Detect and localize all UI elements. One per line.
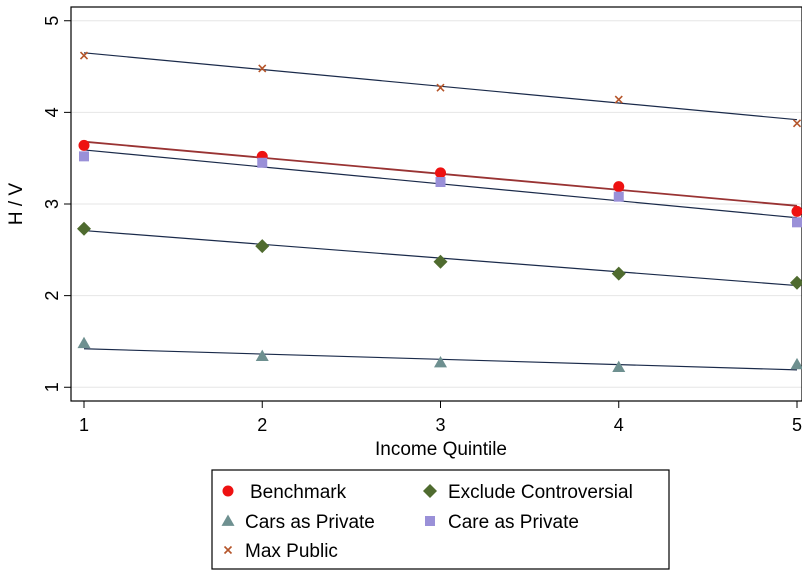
grid-lines (71, 20, 802, 388)
x-tick-label: 2 (257, 415, 267, 435)
x-axis-title: Income Quintile (375, 439, 507, 460)
legend: Benchmark Exclude Controversial Cars as Pr… (211, 469, 670, 570)
point-max-public (614, 95, 623, 104)
y-tick-label: 2 (42, 291, 62, 301)
point-max-public (79, 51, 89, 60)
point-care-as-private (435, 177, 446, 188)
point-cars-as-private (77, 336, 91, 349)
point-benchmark (78, 139, 90, 151)
x-axis: 1 2 3 4 5 (79, 401, 802, 435)
y-tick-label: 4 (42, 107, 62, 117)
legend-label-max-public: Max Public (245, 541, 338, 562)
point-cars-as-private (255, 349, 269, 361)
legend-marker-benchmark (222, 485, 234, 497)
y-tick-label: 3 (42, 199, 62, 209)
legend-label-exclude-controversial: Exclude Controversial (448, 482, 633, 503)
legend-marker-exclude-controversial (423, 484, 437, 498)
y-axis: 1 2 3 4 5 (42, 16, 71, 392)
x-tick-label: 1 (79, 415, 89, 435)
point-care-as-private (792, 217, 802, 228)
y-axis-title: H / V (6, 183, 27, 226)
x-tick-label: 4 (614, 415, 624, 435)
point-benchmark (613, 181, 625, 193)
point-max-public (258, 64, 267, 73)
point-cars-as-private (790, 357, 802, 370)
legend-label-benchmark: Benchmark (250, 482, 347, 503)
point-exclude-controversial (611, 266, 626, 281)
point-exclude-controversial (255, 239, 270, 254)
point-cars-as-private (612, 360, 626, 372)
x-tick-label: 5 (792, 415, 802, 435)
legend-label-cars-as-private: Cars as Private (245, 512, 375, 533)
point-care-as-private (257, 157, 268, 168)
fit-lines (83, 52, 798, 371)
point-care-as-private (79, 151, 89, 162)
point-care-as-private (613, 191, 624, 202)
y-tick-label: 5 (42, 16, 62, 26)
point-max-public (792, 119, 802, 128)
point-exclude-controversial (433, 254, 448, 269)
legend-frame (211, 469, 670, 570)
point-benchmark (435, 167, 446, 179)
legend-marker-care-as-private (425, 516, 435, 526)
point-exclude-controversial (790, 275, 802, 290)
fit-line-max-public (83, 52, 798, 121)
point-exclude-controversial (77, 221, 91, 236)
point-cars-as-private (434, 356, 447, 368)
legend-marker-cars-as-private (221, 514, 235, 526)
x-tick-label: 3 (435, 415, 445, 435)
legend-marker-max-public (223, 545, 233, 555)
y-tick-label: 1 (42, 382, 62, 392)
legend-label-care-as-private: Care as Private (448, 512, 579, 533)
point-max-public (436, 83, 445, 92)
data-points (77, 51, 802, 372)
point-benchmark (791, 205, 802, 217)
